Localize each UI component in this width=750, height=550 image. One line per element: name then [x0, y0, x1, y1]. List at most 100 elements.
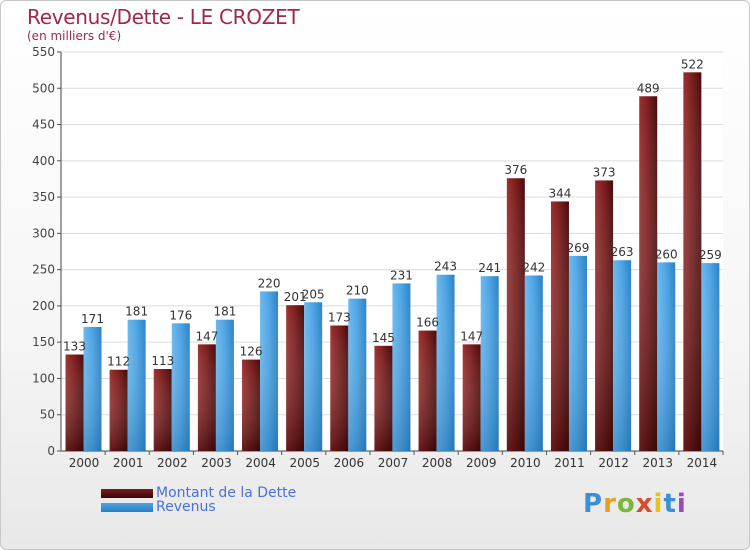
logo-letter: i — [676, 489, 687, 519]
bar-revenue-shade — [480, 276, 499, 451]
x-tick-label: 2008 — [422, 456, 453, 470]
x-tick-label: 2009 — [466, 456, 497, 470]
bar-revenue-shade — [260, 291, 279, 451]
bar-revenue-shade — [436, 274, 455, 451]
data-label-revenue: 210 — [346, 284, 369, 298]
bar-revenue-shade — [701, 263, 720, 451]
legend-swatch-debt — [101, 489, 153, 498]
y-tick-label: 150 — [32, 335, 55, 349]
data-label-revenue: 243 — [434, 260, 457, 274]
logo-letter: o — [616, 489, 636, 519]
data-label-revenue: 220 — [258, 276, 281, 290]
data-label-debt: 133 — [63, 340, 86, 354]
data-label-revenue: 260 — [655, 247, 678, 261]
bar-debt-shade — [242, 359, 261, 451]
data-label-revenue: 205 — [302, 287, 325, 301]
bar-debt-shade — [374, 345, 393, 451]
data-label-revenue: 171 — [81, 312, 104, 326]
bar-debt-shade — [639, 96, 658, 452]
logo-letter: i — [653, 489, 664, 519]
x-tick-label: 2012 — [598, 456, 629, 470]
bar-debt-shade — [153, 369, 172, 451]
chart-subtitle: (en milliers d'€) — [27, 29, 122, 43]
bar-revenue-shade — [215, 319, 234, 451]
bar-revenue-shade — [657, 262, 676, 451]
y-tick-label: 450 — [32, 118, 55, 132]
data-label-debt: 112 — [107, 355, 130, 369]
data-label-debt: 344 — [549, 186, 572, 200]
x-tick-label: 2007 — [378, 456, 409, 470]
data-label-revenue: 269 — [567, 241, 590, 255]
bar-debt-shade — [462, 344, 481, 451]
bar-revenue-shade — [127, 319, 146, 451]
x-tick-label: 2011 — [554, 456, 585, 470]
y-tick-label: 200 — [32, 299, 55, 313]
logo-letter: r — [603, 489, 617, 519]
bar-revenue-shade — [83, 326, 102, 451]
y-tick-label: 550 — [32, 45, 55, 59]
bar-revenue-shade — [171, 323, 190, 451]
legend-label-revenue: Revenus — [156, 499, 216, 515]
data-label-revenue: 181 — [125, 305, 148, 319]
data-label-debt: 373 — [593, 165, 616, 179]
bar-debt-shade — [65, 354, 84, 451]
data-label-revenue: 176 — [169, 308, 192, 322]
bar-debt-shade — [550, 201, 569, 451]
bar-debt-shade — [418, 330, 437, 451]
legend-label-debt: Montant de la Dette — [156, 485, 297, 501]
y-tick-label: 350 — [32, 190, 55, 204]
logo-letter: t — [663, 489, 677, 519]
y-tick-label: 500 — [32, 81, 55, 95]
bar-debt-shade — [595, 180, 614, 451]
data-label-debt: 173 — [328, 310, 351, 324]
proxiti-logo: Proxiti — [583, 489, 687, 519]
legend-swatch-revenue — [101, 503, 153, 512]
bar-debt-shade — [506, 178, 525, 451]
data-label-debt: 201 — [284, 290, 307, 304]
x-tick-label: 2005 — [289, 456, 320, 470]
data-label-debt: 376 — [504, 163, 527, 177]
data-label-debt: 147 — [195, 329, 218, 343]
x-tick-label: 2000 — [69, 456, 100, 470]
data-label-debt: 113 — [151, 354, 174, 368]
x-tick-label: 2004 — [245, 456, 276, 470]
x-tick-label: 2002 — [157, 456, 188, 470]
bar-revenue-shade — [568, 255, 587, 451]
y-tick-label: 300 — [32, 226, 55, 240]
y-tick-label: 100 — [32, 371, 55, 385]
bar-revenue-shade — [392, 283, 411, 451]
bar-revenue-shade — [304, 302, 323, 451]
data-label-revenue: 241 — [478, 261, 501, 275]
y-tick-label: 250 — [32, 263, 55, 277]
y-tick-label: 0 — [47, 444, 55, 458]
x-tick-label: 2006 — [334, 456, 365, 470]
data-label-revenue: 181 — [213, 305, 236, 319]
y-tick-label: 50 — [40, 408, 55, 422]
x-tick-label: 2014 — [687, 456, 718, 470]
bar-debt-shade — [109, 369, 128, 451]
data-label-debt: 147 — [460, 329, 483, 343]
x-tick-label: 2003 — [201, 456, 232, 470]
data-label-debt: 166 — [416, 316, 439, 330]
logo-letter: P — [583, 489, 604, 519]
data-label-debt: 522 — [681, 57, 704, 71]
bar-revenue-shade — [524, 275, 543, 451]
bar-debt-shade — [197, 344, 216, 451]
chart-title: Revenus/Dette - LE CROZET — [27, 5, 300, 29]
x-tick-label: 2013 — [643, 456, 674, 470]
data-label-revenue: 259 — [699, 248, 722, 262]
data-label-debt: 126 — [240, 345, 263, 359]
bar-debt-shade — [330, 325, 349, 451]
bar-revenue-shade — [348, 298, 367, 451]
x-tick-label: 2010 — [510, 456, 541, 470]
bar-debt-shade — [286, 305, 305, 451]
data-label-revenue: 263 — [611, 245, 634, 259]
data-label-debt: 489 — [637, 81, 660, 95]
bar-debt-shade — [683, 72, 702, 451]
x-tick-label: 2001 — [113, 456, 144, 470]
data-label-debt: 145 — [372, 331, 395, 345]
y-tick-label: 400 — [32, 154, 55, 168]
bar-revenue-shade — [613, 260, 632, 451]
